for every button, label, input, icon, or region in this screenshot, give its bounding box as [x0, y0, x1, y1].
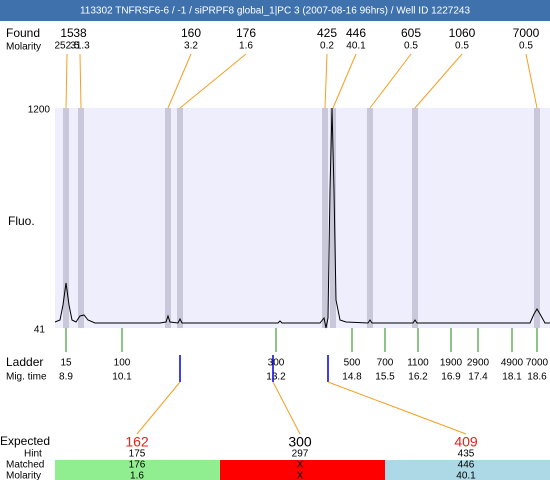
matched: 446	[458, 460, 475, 471]
mig-time: 17.4	[468, 372, 488, 383]
peak-band	[534, 108, 540, 328]
found-size: 425	[317, 26, 337, 40]
matched-molarity: 40.1	[456, 471, 476, 480]
axis-bottom: 41	[34, 325, 46, 336]
title: 113302 TNFRSF6-6 / -1 / siPRPF8 global_1…	[80, 6, 470, 17]
expected-size: 409	[454, 434, 478, 450]
peak-molarity: 3.2	[184, 41, 198, 52]
peak-molarity: 40.1	[346, 41, 366, 52]
matched-molarity: X	[297, 471, 304, 480]
row-label: Hint	[24, 449, 42, 460]
mig-time: 18.6	[527, 372, 547, 383]
peak-connector	[65, 53, 68, 109]
peak-connector	[167, 53, 192, 109]
peak-band	[63, 108, 69, 328]
mig-time: 16.9	[441, 372, 461, 383]
expected-connector	[136, 381, 181, 435]
found-size: 160	[181, 26, 201, 40]
peak-connector	[414, 53, 463, 109]
ladder-size: 2900	[467, 358, 490, 369]
match-cell	[220, 460, 385, 480]
mig-time: 15.5	[375, 372, 395, 383]
peak-band	[177, 108, 183, 328]
ladder-size: 100	[114, 358, 131, 369]
mig-time: 10.1	[112, 372, 132, 383]
mig-time: 16.2	[408, 372, 428, 383]
expected-connector	[272, 381, 301, 435]
row-label: Ladder	[6, 355, 43, 369]
peak-connector	[332, 53, 357, 109]
peak-connector	[525, 53, 538, 109]
hint: 297	[292, 449, 309, 460]
row-label: Expected	[0, 434, 50, 448]
row-label: Molarity	[6, 42, 41, 53]
mig-time: 14.8	[342, 372, 362, 383]
found-size: 15	[60, 26, 74, 40]
peak-connector	[79, 53, 82, 109]
hint: 435	[458, 449, 475, 460]
found-size: 605	[401, 26, 421, 40]
peak-connector	[179, 53, 247, 109]
matched: 176	[129, 460, 146, 471]
row-label: Mig. time	[6, 372, 47, 383]
ladder-size: 15	[60, 358, 72, 369]
peak-band	[330, 108, 336, 328]
peak-molarity: 0.5	[455, 41, 469, 52]
expected-size: 162	[125, 434, 149, 450]
hint: 175	[129, 449, 146, 460]
found-size: 38	[73, 26, 87, 40]
expected-size: 300	[288, 434, 312, 450]
peak-molarity: 0.5	[404, 41, 418, 52]
matched: X	[297, 460, 304, 471]
row-label: Matched	[6, 460, 44, 471]
ladder-size: 700	[377, 358, 394, 369]
peak-band	[165, 108, 171, 328]
row-label: Molarity	[6, 471, 41, 480]
peak-connector	[324, 53, 328, 109]
peak-molarity: 252.5	[54, 41, 79, 52]
ladder-size: 1900	[440, 358, 463, 369]
mig-time: 8.9	[59, 372, 73, 383]
peak-band	[322, 108, 328, 328]
expected-connector	[327, 381, 467, 435]
match-cell	[385, 460, 550, 480]
found-size: 1060	[449, 26, 476, 40]
ladder-size: 1100	[407, 358, 429, 369]
found-size: 7000	[513, 26, 540, 40]
peak-molarity: 0.2	[320, 41, 334, 52]
found-size: 176	[236, 26, 256, 40]
ladder-size: 4900	[501, 358, 524, 369]
axis-top: 1200	[28, 105, 51, 116]
row-label: Found	[6, 26, 40, 40]
peak-band	[412, 108, 418, 328]
ladder-size: 500	[344, 358, 361, 369]
plot-area	[55, 108, 550, 328]
found-size: 446	[346, 26, 366, 40]
peak-molarity: 0.5	[519, 41, 533, 52]
peak-connector	[369, 53, 412, 109]
matched-molarity: 1.6	[130, 471, 144, 480]
mig-time: 13.2	[266, 372, 286, 383]
ladder-size: 7000	[526, 358, 549, 369]
axis-label: Fluo.	[8, 214, 35, 228]
trace	[54, 107, 550, 329]
match-cell	[55, 460, 220, 480]
peak-band	[367, 108, 373, 328]
peak-molarity: 31.3	[70, 41, 90, 52]
ladder-size: 300	[268, 358, 285, 369]
peak-molarity: 1.6	[239, 41, 253, 52]
title-bar	[0, 0, 550, 21]
peak-band	[78, 108, 84, 328]
mig-time: 18.1	[502, 372, 522, 383]
